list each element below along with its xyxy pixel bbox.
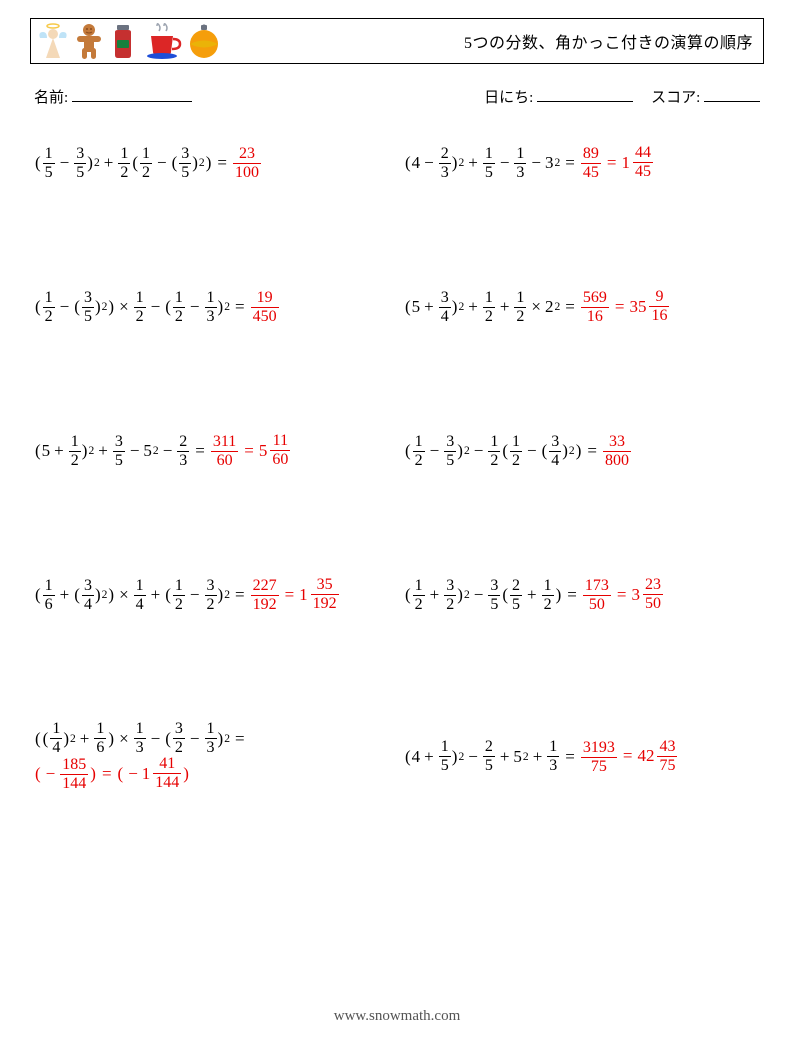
- score-blank[interactable]: [704, 86, 760, 102]
- name-label: 名前:: [34, 90, 68, 106]
- gingerbread-icon: [75, 22, 103, 60]
- problem-5: (5+12)2+35−52−23=31160=51160: [34, 433, 390, 469]
- problem-9: ((14)2+16)×13−(32−13)2=(−185144)=(−14114…: [34, 721, 390, 792]
- header-icon-row: [37, 22, 219, 60]
- score-label: スコア:: [651, 90, 700, 106]
- problem-6: (12−35)2−12(12−(34)2)=33800: [404, 433, 760, 469]
- problem-8: (12+32)2−35(25+12)=17350=32350: [404, 577, 760, 613]
- problem-3: (12−(35)2)×12−(12−13)2=19450: [34, 289, 390, 325]
- worksheet-title: 5つの分数、角かっこ付きの演算の順序: [464, 29, 753, 53]
- problem-1: (15−35)2+12(12−(35)2)=23100: [34, 145, 390, 181]
- angel-icon: [37, 22, 69, 60]
- worksheet-header: 5つの分数、角かっこ付きの演算の順序: [30, 18, 764, 64]
- name-blank[interactable]: [72, 86, 192, 102]
- footer-url: www.snowmath.com: [0, 1008, 794, 1025]
- problem-10: (4+15)2−25+52+13=319375=424375: [404, 721, 760, 792]
- date-label: 日にち:: [484, 90, 533, 106]
- jar-icon: [109, 22, 137, 60]
- cup-icon: [143, 22, 183, 60]
- problem-4: (5+34)2+12+12×22=56916=35916: [404, 289, 760, 325]
- ornament-icon: [189, 22, 219, 60]
- problems-grid: (15−35)2+12(12−(35)2)=23100 (4−23)2+15−13…: [30, 145, 764, 792]
- meta-row: 名前: 日にち: スコア:: [30, 86, 764, 107]
- date-blank[interactable]: [537, 86, 633, 102]
- problem-2: (4−23)2+15−13−32=8945=14445: [404, 145, 760, 181]
- problem-7: (16+(34)2)×14+(12−32)2=227192=135192: [34, 577, 390, 613]
